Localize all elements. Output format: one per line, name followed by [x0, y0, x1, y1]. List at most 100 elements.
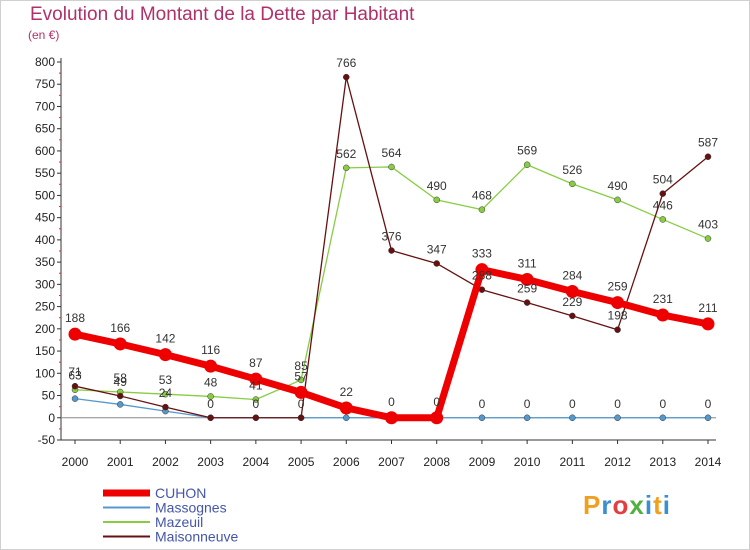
data-point-mazeuil — [388, 163, 395, 171]
x-tick-label: 2010 — [514, 455, 541, 469]
y-tick-label: 250 — [35, 300, 55, 314]
data-point-cuhon — [565, 284, 579, 298]
data-point-maisonneuve — [343, 73, 350, 81]
data-label-mazeuil: 468 — [472, 189, 492, 203]
x-tick-label: 2012 — [604, 455, 631, 469]
data-label-cuhon: 188 — [65, 311, 85, 325]
data-point-mazeuil — [478, 206, 486, 213]
data-point-massognes — [704, 414, 712, 422]
data-label-maisonneuve: 259 — [517, 282, 537, 296]
data-label-maisonneuve: 49 — [114, 375, 128, 389]
data-label-massognes: 0 — [479, 397, 486, 411]
logo-letter: i — [662, 490, 671, 520]
y-tick-label: 450 — [35, 211, 55, 225]
y-tick-label: 750 — [35, 77, 55, 91]
data-point-mazeuil — [343, 164, 350, 172]
data-point-mazeuil — [207, 393, 214, 400]
data-label-massognes: 0 — [705, 397, 712, 411]
y-tick-label: 650 — [35, 122, 55, 136]
data-label-cuhon: 22 — [340, 385, 354, 399]
y-tick-label: 0 — [48, 411, 55, 425]
y-tick-label: 700 — [35, 99, 55, 113]
legend-label-cuhon: CUHON — [155, 485, 206, 501]
data-point-maisonneuve — [252, 414, 260, 422]
y-tick-label: 150 — [35, 344, 55, 358]
data-label-massognes: 0 — [569, 397, 576, 411]
x-tick-label: 2005 — [288, 455, 315, 469]
legend-label-massognes: Massognes — [155, 500, 227, 516]
data-point-maisonneuve — [71, 382, 79, 390]
chart-title: Evolution du Montant de la Dette par Hab… — [30, 4, 415, 25]
data-label-maisonneuve: 766 — [336, 56, 356, 70]
data-label-cuhon: 57 — [294, 369, 308, 383]
x-tick-label: 2009 — [469, 455, 496, 469]
x-tick-label: 2008 — [423, 455, 450, 469]
data-label-mazeuil: 48 — [204, 375, 218, 389]
data-point-maisonneuve — [297, 414, 305, 422]
data-label-massognes: 0 — [524, 397, 531, 411]
data-label-cuhon: 333 — [472, 247, 492, 261]
logo-letter: i — [644, 490, 654, 520]
logo-letter: t — [653, 490, 663, 520]
data-label-maisonneuve: 504 — [653, 173, 673, 187]
data-label-cuhon: 142 — [155, 332, 175, 346]
data-label-maisonneuve: 0 — [207, 397, 214, 411]
chart-subtitle: (en €) — [28, 28, 60, 42]
data-label-mazeuil: 564 — [381, 146, 401, 160]
y-tick-label: 100 — [35, 366, 55, 380]
data-label-mazeuil: 85 — [294, 359, 308, 373]
data-label-mazeuil: 403 — [698, 218, 718, 232]
data-point-mazeuil — [704, 235, 712, 242]
x-tick-label: 2014 — [695, 455, 722, 469]
data-label-maisonneuve: 24 — [159, 386, 173, 400]
data-label-cuhon: 211 — [698, 301, 717, 315]
logo-letter: x — [629, 490, 645, 520]
data-point-cuhon — [294, 385, 308, 399]
data-point-cuhon — [68, 327, 82, 341]
data-point-cuhon — [611, 296, 625, 310]
x-tick-label: 2011 — [559, 455, 585, 469]
data-point-cuhon — [249, 372, 263, 386]
data-label-mazeuil: 490 — [608, 179, 628, 193]
y-tick-label: 300 — [35, 277, 55, 291]
data-point-cuhon — [430, 411, 444, 425]
y-tick-label: 350 — [35, 255, 55, 269]
data-point-massognes — [71, 395, 79, 402]
x-tick-label: 2013 — [649, 455, 676, 469]
data-point-cuhon — [204, 359, 218, 373]
data-label-maisonneuve: 71 — [68, 365, 82, 379]
data-label-mazeuil: 490 — [427, 179, 447, 193]
data-point-cuhon — [158, 348, 172, 362]
data-label-cuhon: 259 — [608, 280, 628, 294]
data-point-cuhon — [520, 272, 534, 286]
data-point-massognes — [478, 414, 486, 422]
data-label-cuhon: 166 — [110, 321, 130, 335]
data-label-maisonneuve: 587 — [698, 136, 718, 150]
data-point-cuhon — [113, 337, 127, 351]
x-tick-label: 2004 — [243, 455, 270, 469]
data-label-massognes: 0 — [614, 397, 621, 411]
logo-letter: r — [601, 490, 613, 520]
legend-label-maisonneuve: Maisonneuve — [155, 529, 238, 545]
data-label-cuhon: 284 — [562, 268, 582, 282]
data-point-massognes — [614, 414, 621, 422]
data-label-cuhon: 231 — [653, 292, 673, 306]
x-tick-label: 2000 — [62, 455, 89, 469]
x-tick-label: 2001 — [107, 455, 134, 469]
data-point-maisonneuve — [523, 299, 531, 306]
data-point-mazeuil — [659, 216, 667, 223]
data-point-maisonneuve — [614, 326, 621, 333]
data-point-massognes — [659, 414, 667, 422]
data-label-maisonneuve: 376 — [381, 230, 401, 244]
x-tick-label: 2007 — [378, 455, 405, 469]
data-label-mazeuil: 526 — [562, 163, 582, 177]
data-point-maisonneuve — [207, 414, 214, 422]
data-point-massognes — [569, 414, 576, 422]
data-label-cuhon: 311 — [518, 256, 537, 270]
data-point-cuhon — [656, 308, 670, 322]
data-label-maisonneuve: 288 — [472, 269, 492, 283]
data-point-massognes — [343, 414, 350, 422]
data-label-mazeuil: 41 — [249, 379, 263, 393]
